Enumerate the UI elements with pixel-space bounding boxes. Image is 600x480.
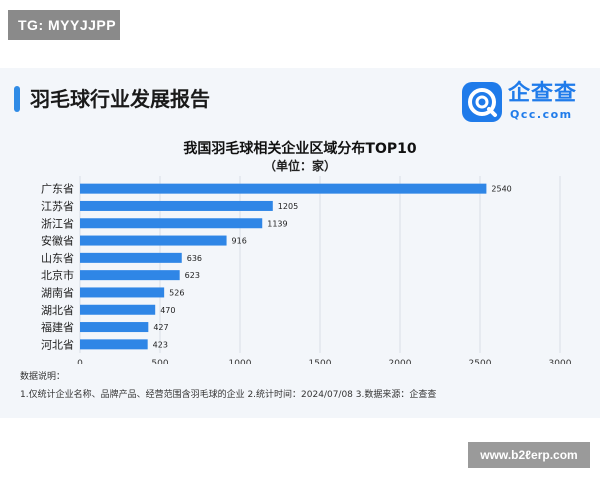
bar — [80, 218, 263, 229]
notes-heading: 数据说明： — [20, 372, 66, 382]
category-label: 湖北省 — [41, 304, 74, 317]
data-label: 636 — [187, 254, 202, 263]
bar — [80, 270, 180, 281]
logo-subtext: Qcc.com — [510, 108, 573, 121]
bar — [80, 287, 165, 298]
bar — [80, 200, 273, 211]
category-label: 湖南省 — [41, 286, 74, 299]
qcc-logo: 企查查 Qcc.com — [462, 80, 592, 126]
x-tick-label: 1500 — [309, 359, 332, 364]
watermark-top: TG: MYYJJPP — [8, 10, 120, 40]
category-label: 河北省 — [41, 338, 74, 351]
data-label: 470 — [160, 306, 175, 315]
header-accent-bar — [14, 86, 20, 112]
data-notes: 数据说明： 1.仅统计企业名称、品牌产品、经营范围含羽毛球的企业 2.统计时间：… — [20, 368, 436, 404]
data-label: 526 — [169, 288, 184, 297]
bar — [80, 235, 227, 246]
x-tick-label: 1000 — [229, 359, 252, 364]
bar — [80, 339, 148, 350]
bar — [80, 322, 149, 333]
x-tick-label: 500 — [151, 359, 168, 364]
category-label: 广东省 — [41, 183, 74, 196]
x-tick-label: 0 — [77, 359, 83, 364]
x-tick-label: 2000 — [389, 359, 412, 364]
report-card: 羽毛球行业发展报告 企查查 Qcc.com 我国羽毛球相关企业区域分布TOP10… — [0, 68, 600, 418]
logo-name: 企查查 — [508, 81, 578, 106]
category-label: 江苏省 — [41, 200, 74, 213]
notes-line: 1.仅统计企业名称、品牌产品、经营范围含羽毛球的企业 2.统计时间：2024/0… — [20, 390, 437, 400]
bar-chart: 0 500 1000 1500 2000 2500 3000 广东省 2540 江苏省 1205 浙江… — [41, 176, 572, 364]
data-label: 1139 — [267, 219, 287, 228]
data-label: 916 — [232, 237, 247, 246]
data-label: 623 — [185, 271, 200, 280]
report-title: 羽毛球行业发展报告 — [30, 87, 210, 111]
x-tick-label: 3000 — [549, 359, 572, 364]
bar — [80, 304, 156, 315]
chart-subtitle: （单位：家） — [263, 159, 336, 173]
data-label: 427 — [153, 323, 168, 332]
data-label: 1205 — [278, 202, 298, 211]
chart-title: 我国羽毛球相关企业区域分布TOP10 — [183, 141, 417, 157]
category-label: 北京市 — [41, 268, 74, 282]
x-tick-label: 2500 — [469, 359, 492, 364]
data-label: 2540 — [491, 185, 511, 194]
bar — [80, 252, 182, 263]
category-label: 山东省 — [41, 252, 74, 265]
qcc-logo-icon — [462, 82, 502, 122]
bar — [80, 183, 487, 194]
watermark-bottom: www.b2ℓerp.com — [468, 442, 590, 468]
data-label: 423 — [153, 340, 168, 349]
category-label: 安徽省 — [41, 234, 74, 248]
category-label: 浙江省 — [41, 217, 74, 230]
category-label: 福建省 — [41, 320, 74, 334]
